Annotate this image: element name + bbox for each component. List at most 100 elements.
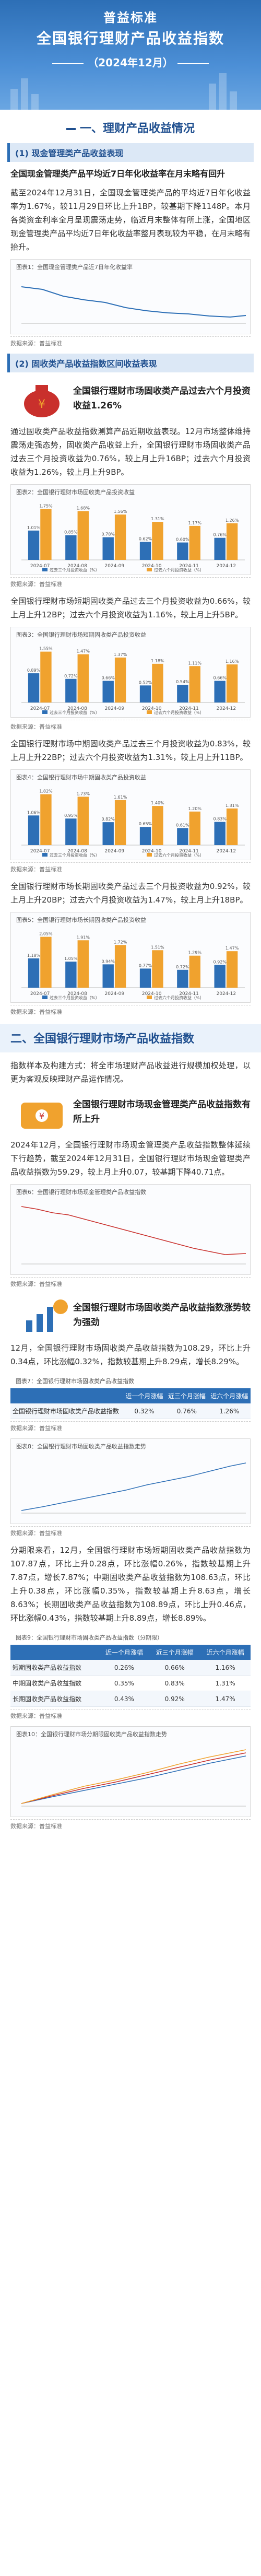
x-tick-label: 2024-11 bbox=[179, 849, 199, 854]
legend-label: 过去三个月投资收益（%） bbox=[50, 710, 100, 715]
table-header-cell: 近一个月涨幅 bbox=[123, 1388, 166, 1403]
section2-header: 二、全国银行理财市场产品收益指数 bbox=[0, 1024, 261, 1052]
legend-swatch bbox=[147, 568, 152, 571]
bar-value-label: 0.92% bbox=[213, 959, 227, 964]
bar-value-label: 0.62% bbox=[139, 536, 152, 541]
table-cell: 0.26% bbox=[99, 1660, 150, 1676]
x-tick-label: 2024-07 bbox=[30, 849, 50, 854]
x-tick-label: 2024-07 bbox=[30, 991, 50, 997]
bar-value-label: 1.47% bbox=[226, 946, 239, 951]
legend-swatch bbox=[42, 710, 48, 714]
bar-value-label: 1.37% bbox=[114, 652, 127, 657]
bar bbox=[152, 663, 163, 702]
bar bbox=[28, 673, 40, 702]
chart2-source: 数据来源：普益标准 bbox=[10, 577, 251, 588]
section1-highlight: 全国现金管理类产品平均近7日年化收益率在月末略有回升 bbox=[10, 169, 226, 179]
legend-label: 过去三个月投资收益（%） bbox=[50, 567, 100, 572]
header-decoration bbox=[10, 73, 237, 110]
bar bbox=[65, 535, 77, 560]
chart3-source: 数据来源：普益标准 bbox=[10, 720, 251, 731]
bar bbox=[114, 945, 126, 988]
table-row: 短期固收类产品收益指数 0.26% 0.66% 1.16% bbox=[10, 1660, 251, 1676]
bar bbox=[226, 523, 238, 560]
bar-value-label: 1.31% bbox=[226, 803, 239, 808]
x-tick-label: 2024-07 bbox=[30, 706, 50, 711]
bar-value-label: 2.05% bbox=[39, 932, 53, 936]
bar-value-label: 0.52% bbox=[139, 680, 152, 685]
bar bbox=[189, 955, 200, 988]
bar bbox=[77, 797, 89, 845]
bar bbox=[28, 815, 40, 845]
chart3-plot: 0.89% 1.55% 2024-07 0.72% 1.47% 2024-08 0.66% 1… bbox=[21, 647, 245, 715]
bar bbox=[177, 828, 188, 845]
bar bbox=[214, 681, 226, 702]
bar bbox=[152, 806, 163, 845]
bar bbox=[214, 822, 226, 845]
bar bbox=[102, 964, 114, 988]
table-row: 中期固收类产品收益指数 0.35% 0.83% 1.31% bbox=[10, 1675, 251, 1691]
bar bbox=[28, 530, 40, 560]
bar bbox=[214, 965, 226, 988]
table1-box: 图表7：全国银行理财市场固收类产品收益指数 bbox=[10, 1374, 251, 1385]
bar-value-label: 0.85% bbox=[64, 530, 78, 535]
bar bbox=[65, 962, 77, 988]
bar-value-label: 1.68% bbox=[77, 506, 90, 511]
bar-value-label: 1.75% bbox=[39, 504, 53, 509]
bar-value-label: 1.31% bbox=[151, 517, 164, 521]
section2-para2: 2024年12月，全国银行理财市场现金管理类产品收益指数整体延续下行趋势，截至2… bbox=[10, 1140, 251, 1177]
svg-text:¥: ¥ bbox=[38, 398, 45, 411]
table2-source: 数据来源：普益标准 bbox=[10, 1709, 251, 1720]
x-tick-label: 2024-08 bbox=[67, 564, 87, 569]
x-tick-label: 2024-09 bbox=[105, 991, 125, 997]
bar bbox=[139, 542, 151, 560]
bar-value-label: 1.20% bbox=[188, 806, 202, 811]
x-tick-label: 2024-12 bbox=[217, 991, 236, 997]
table-header-cell: 近六个月涨幅 bbox=[208, 1388, 251, 1403]
bar-value-label: 1.18% bbox=[151, 659, 164, 663]
x-tick-label: 2024-10 bbox=[142, 706, 162, 711]
legend-swatch bbox=[42, 568, 48, 571]
table-cell: 0.32% bbox=[123, 1403, 166, 1419]
chart2: 图表2：全国银行理财市场固收类产品投资收益 1.01% 1.75% 2024-07 0… bbox=[10, 484, 251, 575]
legend-swatch bbox=[147, 996, 152, 999]
bar bbox=[77, 940, 89, 988]
table-cell: 1.16% bbox=[200, 1660, 251, 1676]
table-cell: 1.31% bbox=[200, 1675, 251, 1691]
table-cell: 中期固收类产品收益指数 bbox=[10, 1675, 99, 1691]
table-cell: 0.83% bbox=[149, 1675, 200, 1691]
legend-label: 过去三个月投资收益（%） bbox=[50, 852, 100, 858]
bar bbox=[102, 822, 114, 845]
header-title-line1: 普益标准 bbox=[103, 10, 158, 25]
bar bbox=[189, 525, 200, 560]
bar bbox=[40, 794, 52, 845]
bar bbox=[77, 654, 89, 702]
feature2-text: 全国银行理财市场现金管理类产品收益指数有所上升 bbox=[73, 1099, 251, 1125]
table-cell: 0.43% bbox=[99, 1691, 150, 1707]
chart6-plot bbox=[21, 1206, 246, 1264]
svg-text:¥: ¥ bbox=[39, 1111, 44, 1121]
bar bbox=[65, 678, 77, 702]
bar-value-label: 0.76% bbox=[213, 533, 227, 537]
feature2: ¥ 全国银行理财市场现金管理类产品收益指数有所上升 bbox=[10, 1091, 251, 1133]
bar-value-label: 0.54% bbox=[176, 680, 189, 684]
bar bbox=[77, 511, 89, 560]
bar-value-label: 1.29% bbox=[188, 951, 202, 955]
section1-sub1: (1) 现金管理类产品收益表现 bbox=[7, 143, 254, 162]
x-tick-label: 2024-09 bbox=[105, 849, 125, 854]
x-tick-label: 2024-09 bbox=[105, 564, 125, 569]
table-row: 长期固收类产品收益指数 0.43% 0.92% 1.47% bbox=[10, 1691, 251, 1707]
bar bbox=[152, 522, 163, 560]
chart10-plot bbox=[21, 1749, 246, 1807]
bar-value-label: 1.16% bbox=[226, 659, 239, 664]
bar-value-label: 0.72% bbox=[176, 965, 189, 969]
chart6-title: 图表6：全国银行理财市场现金管理类产品收益指数 bbox=[16, 1189, 146, 1196]
feature3-text: 全国银行理财市场固收类产品收益指数涨势较为强劲 bbox=[73, 1303, 251, 1328]
bar-value-label: 1.72% bbox=[114, 940, 127, 944]
legend-swatch bbox=[147, 710, 152, 714]
bar bbox=[226, 808, 238, 845]
table2-box: 图表9：全国银行理财市场固收类产品收益指数（分期限） bbox=[10, 1630, 251, 1642]
table-cell: 长期固收类产品收益指数 bbox=[10, 1691, 99, 1707]
table-cell: 1.26% bbox=[208, 1403, 251, 1419]
chart8-source: 数据来源：普益标准 bbox=[10, 1526, 251, 1537]
bar bbox=[139, 968, 151, 988]
